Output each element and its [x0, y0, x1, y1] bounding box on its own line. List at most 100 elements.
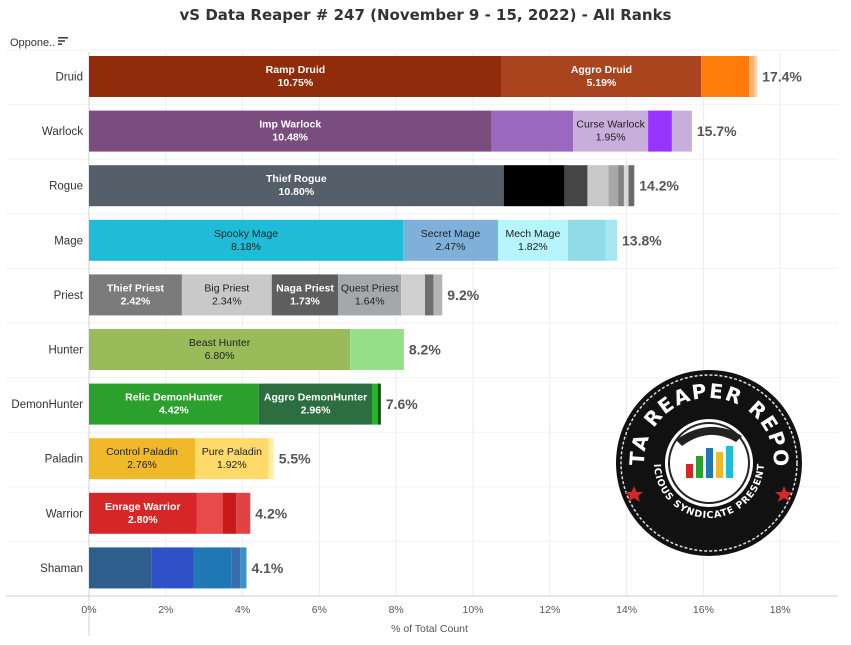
- x-tick-label: 6%: [312, 604, 327, 616]
- bar-segment: [433, 274, 443, 316]
- x-tick-label: 12%: [539, 604, 560, 616]
- segment-name-label: Thief Priest: [107, 282, 165, 294]
- bar-segment: [628, 165, 635, 207]
- bar-segment: [754, 56, 758, 97]
- x-tick-label: 2%: [158, 604, 173, 616]
- bar-segment: [231, 547, 241, 589]
- class-label: Druid: [56, 72, 83, 84]
- segment-value-label: 4.42%: [159, 405, 189, 417]
- bar-segment: [151, 547, 194, 589]
- x-tick-label: 16%: [693, 604, 714, 616]
- class-label: Warrior: [46, 508, 83, 520]
- bar-segment: [564, 165, 588, 207]
- x-axis-title: % of Total Count: [391, 623, 468, 635]
- bar-segment: [497, 219, 568, 261]
- x-tick-label: 18%: [770, 604, 791, 616]
- class-label: Mage: [54, 235, 83, 247]
- bar-segment: [573, 110, 649, 152]
- segment-name-label: Mech Mage: [505, 228, 560, 240]
- x-tick-label: 8%: [389, 604, 404, 616]
- bar-segment: [89, 110, 492, 152]
- segment-name-label: Big Priest: [204, 282, 249, 294]
- sort-icon[interactable]: [57, 35, 69, 47]
- class-label: Hunter: [48, 345, 83, 357]
- segment-name-label: Pure Paladin: [202, 446, 262, 458]
- class-total-label: 9.2%: [447, 287, 479, 303]
- bar-segment: [401, 274, 425, 316]
- bar-segment: [648, 110, 672, 152]
- segment-value-label: 2.42%: [121, 295, 151, 307]
- class-total-label: 4.2%: [255, 505, 287, 521]
- bar-segment: [618, 165, 624, 207]
- x-tick-label: 4%: [235, 604, 250, 616]
- segment-name-label: Naga Priest: [276, 282, 334, 294]
- bar-segment: [701, 56, 750, 97]
- bar-segment: [377, 383, 381, 425]
- class-total-label: 14.2%: [639, 178, 679, 194]
- class-label: Warlock: [42, 126, 83, 138]
- bar-segment: [89, 438, 195, 480]
- bar-segment: [567, 219, 606, 261]
- class-total-label: 17.4%: [762, 69, 802, 85]
- segment-value-label: 2.34%: [212, 295, 242, 307]
- segment-value-label: 10.80%: [279, 186, 315, 198]
- segment-value-label: 1.64%: [355, 295, 385, 307]
- segment-name-label: Control Paladin: [106, 446, 178, 458]
- bar-segment: [194, 438, 269, 480]
- segment-name-label: Spooky Mage: [214, 228, 278, 240]
- bar-segment: [608, 165, 619, 207]
- segment-value-label: 1.92%: [217, 459, 247, 471]
- segment-name-label: Ramp Druid: [266, 64, 326, 76]
- bar-segment: [587, 165, 609, 207]
- bar-segment: [268, 438, 274, 480]
- bar-segment: [425, 274, 434, 316]
- segment-value-label: 1.73%: [290, 295, 320, 307]
- bar-segment: [749, 56, 755, 97]
- sort-field-label[interactable]: Oppone..: [10, 37, 56, 49]
- bar-segment: [501, 56, 702, 97]
- bar-segment: [196, 492, 223, 534]
- bar-segment: [350, 329, 404, 370]
- segment-value-label: 1.95%: [596, 132, 626, 144]
- segment-value-label: 6.80%: [205, 350, 235, 362]
- bar-segment: [89, 547, 152, 589]
- segment-name-label: Thief Rogue: [266, 173, 327, 185]
- segment-value-label: 10.48%: [272, 132, 308, 144]
- bar-segment: [181, 274, 272, 316]
- bar-segment: [89, 492, 197, 534]
- bar-segment: [89, 383, 259, 425]
- segment-name-label: Quest Priest: [341, 282, 399, 294]
- class-total-label: 8.2%: [409, 342, 441, 358]
- segment-value-label: 2.80%: [128, 514, 158, 526]
- bar-segment: [623, 165, 629, 207]
- bar-segment: [240, 547, 247, 589]
- bar-segment: [193, 547, 232, 589]
- segment-name-label: Aggro Druid: [571, 64, 632, 76]
- bar-segment: [338, 274, 402, 316]
- bar-segment: [89, 329, 351, 370]
- segment-name-label: Curse Warlock: [576, 119, 645, 131]
- segment-name-label: Aggro DemonHunter: [264, 392, 367, 404]
- class-total-label: 4.1%: [251, 560, 283, 576]
- bar-segment: [403, 219, 498, 261]
- segment-value-label: 2.96%: [301, 405, 331, 417]
- bar-segment: [89, 165, 504, 207]
- bar-segment: [236, 492, 251, 534]
- x-tick-label: 0%: [81, 604, 96, 616]
- segment-value-label: 2.47%: [436, 241, 466, 253]
- class-total-label: 13.8%: [622, 232, 662, 248]
- segment-name-label: Relic DemonHunter: [125, 392, 222, 404]
- segment-name-label: Beast Hunter: [189, 337, 251, 349]
- bar-segment: [89, 219, 404, 261]
- segment-value-label: 10.75%: [278, 77, 314, 89]
- bar-segment: [271, 274, 339, 316]
- bar-segment: [89, 56, 502, 97]
- bar-segment: [258, 383, 373, 425]
- bar-segment: [503, 165, 565, 207]
- segment-name-label: Imp Warlock: [259, 119, 321, 131]
- segment-value-label: 1.82%: [518, 241, 548, 253]
- x-tick-label: 14%: [616, 604, 637, 616]
- bar-segment: [89, 274, 182, 316]
- bar-segment: [605, 219, 617, 261]
